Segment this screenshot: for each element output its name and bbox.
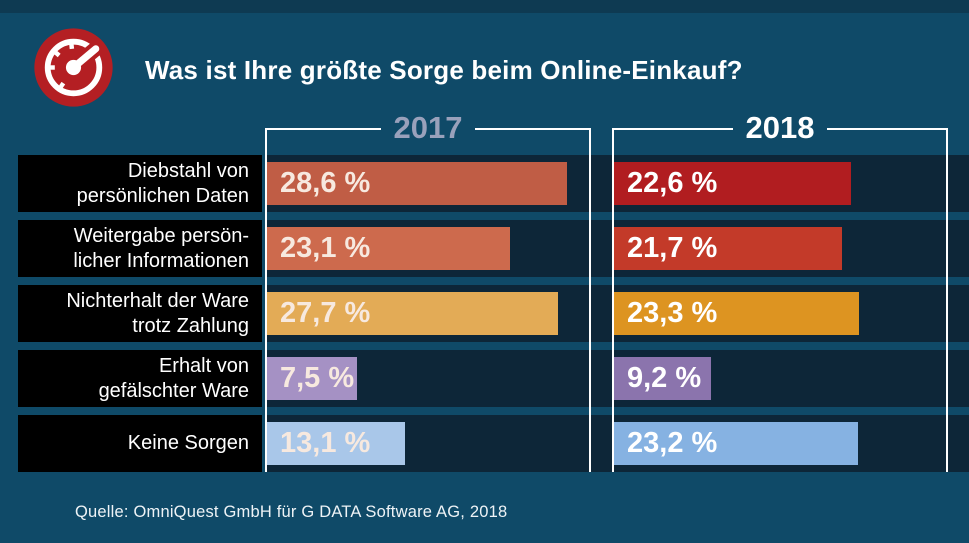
category-label-box: Diebstahl von persönlichen Daten xyxy=(18,155,262,212)
category-label-box: Erhalt von gefälschter Ware xyxy=(18,350,262,407)
column-frame-2018-right xyxy=(946,128,948,472)
speedometer-icon-svg xyxy=(34,28,113,107)
category-label: Diebstahl von persönlichen Daten xyxy=(76,160,249,207)
chart-rows: Diebstahl von persönlichen Daten 28,6 % 2… xyxy=(18,155,969,480)
value-label-2017: 7,5 % xyxy=(280,362,355,394)
bar-2018: 23,3 % xyxy=(614,292,859,335)
column-header-2017-wrap: 2017 xyxy=(265,110,591,146)
value-label-2018: 23,3 % xyxy=(627,297,718,329)
value-label-2018: 23,2 % xyxy=(627,427,718,459)
bar-2017: 7,5 % xyxy=(267,357,357,400)
value-label-2018: 21,7 % xyxy=(627,232,718,264)
category-label: Keine Sorgen xyxy=(127,432,249,455)
bar-2017: 28,6 % xyxy=(267,162,568,205)
bar-2017: 13,1 % xyxy=(267,422,405,465)
column-frame-2017-right xyxy=(589,128,591,472)
bar-2018: 22,6 % xyxy=(614,162,852,205)
column-header-2018-wrap: 2018 xyxy=(612,110,948,146)
value-label-2017: 23,1 % xyxy=(280,232,371,264)
category-label-box: Nichterhalt der Ware trotz Zahlung xyxy=(18,285,262,342)
bar-2018: 23,2 % xyxy=(614,422,858,465)
chart-row: Keine Sorgen 13,1 % 23,2 % xyxy=(18,415,969,472)
chart-row: Weitergabe persön-licher Informationen 2… xyxy=(18,220,969,277)
bar-2017: 23,1 % xyxy=(267,227,510,270)
value-label-2018: 22,6 % xyxy=(627,167,718,199)
category-label: Erhalt von gefälschter Ware xyxy=(98,355,249,402)
bar-2018: 21,7 % xyxy=(614,227,842,270)
column-frame-2017-left xyxy=(265,128,267,472)
chart-row: Diebstahl von persönlichen Daten 28,6 % 2… xyxy=(18,155,969,212)
column-header-2018: 2018 xyxy=(732,110,828,146)
column-frame-2018-left xyxy=(612,128,614,472)
category-label-box: Keine Sorgen xyxy=(18,415,262,472)
category-label: Nichterhalt der Ware trotz Zahlung xyxy=(66,290,249,337)
chart-row: Nichterhalt der Ware trotz Zahlung 27,7 %… xyxy=(18,285,969,342)
chart-row: Erhalt von gefälschter Ware 7,5 % 9,2 % xyxy=(18,350,969,407)
value-label-2017: 13,1 % xyxy=(280,427,371,459)
page-title: Was ist Ihre größte Sorge beim Online-Ei… xyxy=(145,55,743,85)
bar-2018: 9,2 % xyxy=(614,357,711,400)
bar-2017: 27,7 % xyxy=(267,292,558,335)
column-header-2017: 2017 xyxy=(380,110,476,146)
value-label-2017: 27,7 % xyxy=(280,297,371,329)
value-label-2017: 28,6 % xyxy=(280,167,371,199)
top-accent-strip xyxy=(0,0,969,13)
value-label-2018: 9,2 % xyxy=(627,362,702,394)
category-label: Weitergabe persön-licher Informationen xyxy=(73,225,249,272)
source-text: Quelle: OmniQuest GmbH für G DATA Softwa… xyxy=(75,503,508,521)
speedometer-icon xyxy=(29,23,118,112)
category-label-box: Weitergabe persön-licher Informationen xyxy=(18,220,262,277)
